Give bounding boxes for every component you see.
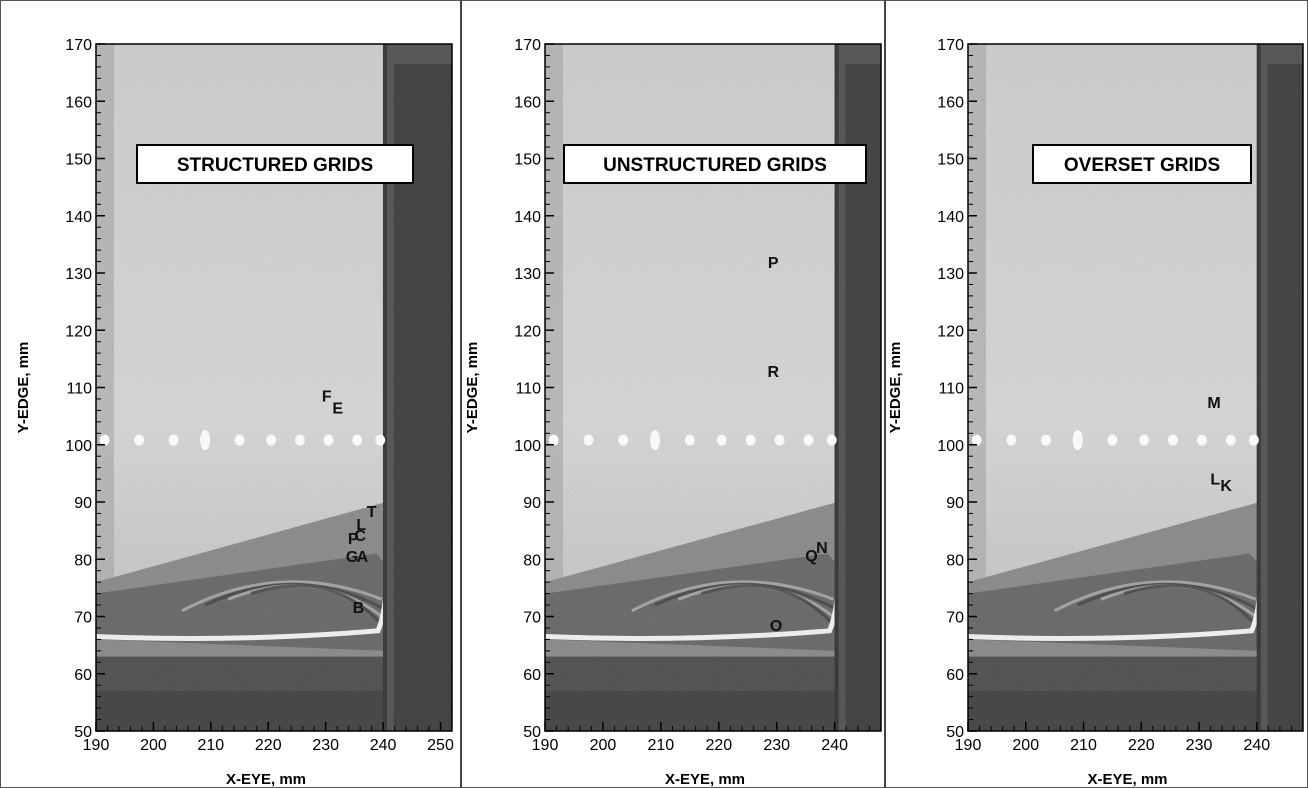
x-tick-label: 210 xyxy=(648,737,675,754)
point-label-Q: Q xyxy=(805,548,817,565)
x-tick-label: 220 xyxy=(705,737,732,754)
y-tick-label: 150 xyxy=(65,152,92,169)
y-tick-label: 60 xyxy=(523,667,541,684)
x-tick-label: 250 xyxy=(427,737,454,754)
y-tick-label: 110 xyxy=(515,381,541,398)
x-tick-label: 200 xyxy=(590,737,617,754)
panel-title: STRUCTURED GRIDS xyxy=(177,155,373,176)
y-tick-label: 70 xyxy=(946,610,964,627)
x-tick-label: 190 xyxy=(955,737,982,754)
y-tick-label: 150 xyxy=(937,152,964,169)
y-tick-label: 50 xyxy=(523,724,541,741)
y-tick-label: 120 xyxy=(514,323,541,340)
point-label-K: K xyxy=(1220,478,1232,495)
chart-panel-3: 50 60 70 80 90 100 110 120 130 140 150 160 170 190 200… xyxy=(887,37,1304,788)
x-tick-label: 230 xyxy=(1186,737,1213,754)
y-tick-label: 120 xyxy=(65,323,92,340)
point-label-G: G xyxy=(346,549,358,566)
title-box xyxy=(1032,144,1252,184)
point-label-L: L xyxy=(356,517,366,534)
y-tick-label: 70 xyxy=(74,610,92,627)
y-tick-label: 70 xyxy=(523,610,541,627)
point-label-F: F xyxy=(322,389,332,406)
x-tick-label: 240 xyxy=(821,737,848,754)
y-tick-label: 150 xyxy=(514,152,541,169)
y-tick-label: 50 xyxy=(74,724,92,741)
x-tick-label: 200 xyxy=(1012,737,1039,754)
y-tick-label: 170 xyxy=(65,37,92,54)
x-tick-label: 190 xyxy=(532,737,559,754)
point-label-A: A xyxy=(357,549,369,566)
y-tick-label: 160 xyxy=(65,94,92,111)
y-tick-label: 110 xyxy=(938,381,964,398)
x-tick-label: 200 xyxy=(140,737,167,754)
y-tick-label: 130 xyxy=(937,266,964,283)
y-tick-label: 90 xyxy=(946,495,964,512)
y-axis-label: Y-EDGE, mm xyxy=(887,342,904,434)
y-tick-label: 110 xyxy=(66,381,92,398)
panel-title: OVERSET GRIDS xyxy=(1064,155,1220,176)
x-axis-label: X-EYE, mm xyxy=(1087,771,1167,788)
y-tick-label: 100 xyxy=(937,438,964,455)
x-tick-label: 230 xyxy=(312,737,339,754)
y-tick-label: 90 xyxy=(74,495,92,512)
x-tick-label: 210 xyxy=(1070,737,1097,754)
x-tick-label: 230 xyxy=(763,737,790,754)
y-tick-label: 100 xyxy=(65,438,92,455)
x-tick-label: 240 xyxy=(370,737,397,754)
chart-panel-2: 50 60 70 80 90 100 110 120 130 140 150 160 170 190 200… xyxy=(464,37,882,788)
y-tick-label: 60 xyxy=(74,667,92,684)
y-tick-label: 80 xyxy=(946,552,964,569)
y-tick-label: 90 xyxy=(523,495,541,512)
point-label-N: N xyxy=(816,540,828,557)
y-tick-label: 170 xyxy=(514,37,541,54)
y-tick-label: 130 xyxy=(65,266,92,283)
point-label-R: R xyxy=(767,364,779,381)
title-box xyxy=(136,144,414,184)
y-tick-label: 140 xyxy=(937,209,964,226)
point-label-L: L xyxy=(1210,472,1220,489)
y-tick-label: 120 xyxy=(937,323,964,340)
x-tick-label: 220 xyxy=(1128,737,1155,754)
x-axis-label: X-EYE, mm xyxy=(665,771,745,788)
y-tick-label: 80 xyxy=(523,552,541,569)
point-label-O: O xyxy=(770,618,782,635)
x-tick-label: 190 xyxy=(83,737,110,754)
y-tick-label: 160 xyxy=(514,94,541,111)
y-tick-label: 170 xyxy=(937,37,964,54)
point-label-T: T xyxy=(367,504,377,521)
y-tick-label: 50 xyxy=(946,724,964,741)
point-label-P: P xyxy=(348,531,359,548)
y-tick-label: 130 xyxy=(514,266,541,283)
x-tick-label: 240 xyxy=(1243,737,1270,754)
y-tick-label: 80 xyxy=(74,552,92,569)
y-axis-label: Y-EDGE, mm xyxy=(15,342,32,434)
title-box xyxy=(563,144,867,184)
x-tick-label: 210 xyxy=(197,737,224,754)
y-tick-label: 100 xyxy=(514,438,541,455)
chart-panel-1: 50 60 70 80 90 100 110 120 130 140 150 160 170 190 200… xyxy=(15,37,454,788)
point-label-P: P xyxy=(768,255,779,272)
x-tick-label: 220 xyxy=(255,737,282,754)
panel-title: UNSTRUCTURED GRIDS xyxy=(603,155,827,176)
y-axis-label: Y-EDGE, mm xyxy=(464,342,481,434)
point-label-M: M xyxy=(1207,395,1220,412)
y-tick-label: 140 xyxy=(65,209,92,226)
x-axis-label: X-EYE, mm xyxy=(226,771,306,788)
y-tick-label: 140 xyxy=(514,209,541,226)
y-tick-label: 160 xyxy=(937,94,964,111)
point-label-E: E xyxy=(332,401,343,418)
point-label-B: B xyxy=(353,600,365,617)
point-label-C: C xyxy=(354,528,366,545)
y-tick-label: 60 xyxy=(946,667,964,684)
